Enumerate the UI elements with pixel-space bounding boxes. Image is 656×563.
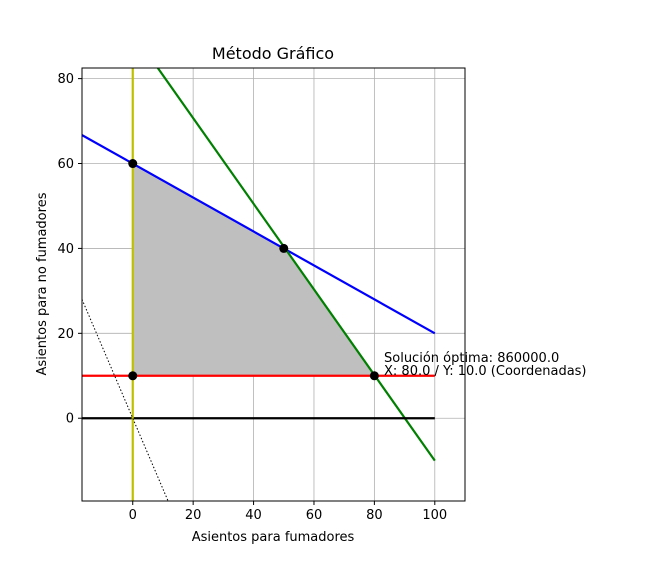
x-tick-label: 60 (306, 508, 323, 523)
y-tick-label: 40 (57, 242, 74, 257)
y-tick-label: 20 (57, 327, 74, 342)
plot-frame (81, 67, 466, 502)
vertex-points-layer (128, 159, 379, 381)
y-tick-label: 60 (57, 157, 74, 172)
y-axis-ticks: 0 20 40 60 80 (57, 72, 82, 427)
vertex-point (128, 371, 138, 381)
vertex-point (279, 243, 289, 253)
x-tick-label: 80 (366, 508, 383, 523)
y-axis-label: Asientos para no fumadores (35, 192, 50, 375)
feasible-region-layer (132, 163, 375, 376)
x-tick-label: 100 (422, 508, 447, 523)
x-axis-label: Asientos para fumadores (192, 530, 355, 545)
constraint-line-2 (156, 68, 436, 462)
annotation-optimal-solution: Solución óptima: 860000.0 (384, 351, 559, 366)
x-axis-ticks: 0 20 40 60 80 100 (129, 501, 447, 523)
constraint-lines-layer (82, 68, 436, 501)
x-tick-label: 0 (129, 508, 137, 523)
chart-title: Método Gráfico (212, 44, 334, 63)
vertex-point (128, 159, 138, 169)
annotation-coordinates: X: 80.0 / Y: 10.0 (Coordenadas) (384, 364, 587, 379)
constraint-line-6 (82, 299, 169, 501)
feasible-region (132, 163, 375, 376)
x-tick-label: 40 (245, 508, 262, 523)
vertex-point (369, 371, 379, 381)
y-tick-label: 80 (57, 72, 74, 87)
constraint-line-1 (82, 134, 436, 335)
y-tick-label: 0 (66, 412, 74, 427)
x-tick-label: 20 (185, 508, 202, 523)
